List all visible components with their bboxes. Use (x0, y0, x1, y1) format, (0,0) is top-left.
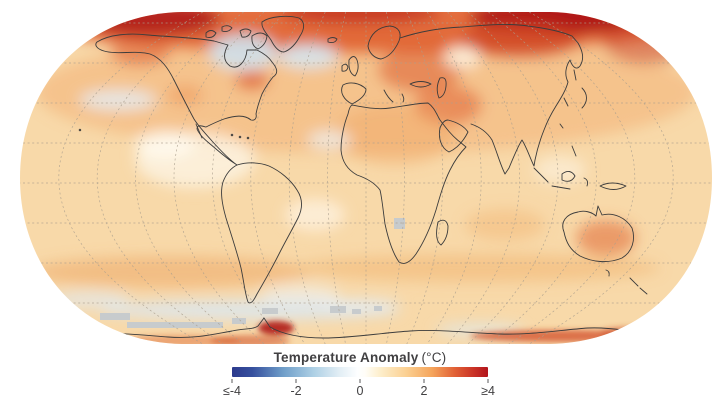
legend-unit: (°C) (421, 350, 447, 365)
colorbar-tick-marks (231, 379, 489, 384)
tick-mark (487, 379, 489, 383)
tick-mark (231, 379, 233, 383)
legend-title-text: Temperature Anomaly (273, 350, 419, 365)
tick-label: ≤-4 (223, 384, 241, 398)
legend-title: Temperature Anomaly (°C) (0, 350, 720, 365)
coastlines (78, 15, 655, 339)
tick-mark (295, 379, 297, 383)
tick-label: ≥4 (481, 384, 495, 398)
tick-label: 0 (356, 384, 364, 398)
colorbar (232, 367, 488, 377)
graticule-grid (20, 12, 712, 344)
world-map (20, 12, 712, 344)
tick-mark (423, 379, 425, 383)
tick-mark (359, 379, 361, 383)
colorbar-tick-labels: ≤-4 -2 0 2 ≥4 (223, 384, 495, 399)
tick-label: -2 (290, 384, 302, 398)
tick-label: 2 (420, 384, 428, 398)
